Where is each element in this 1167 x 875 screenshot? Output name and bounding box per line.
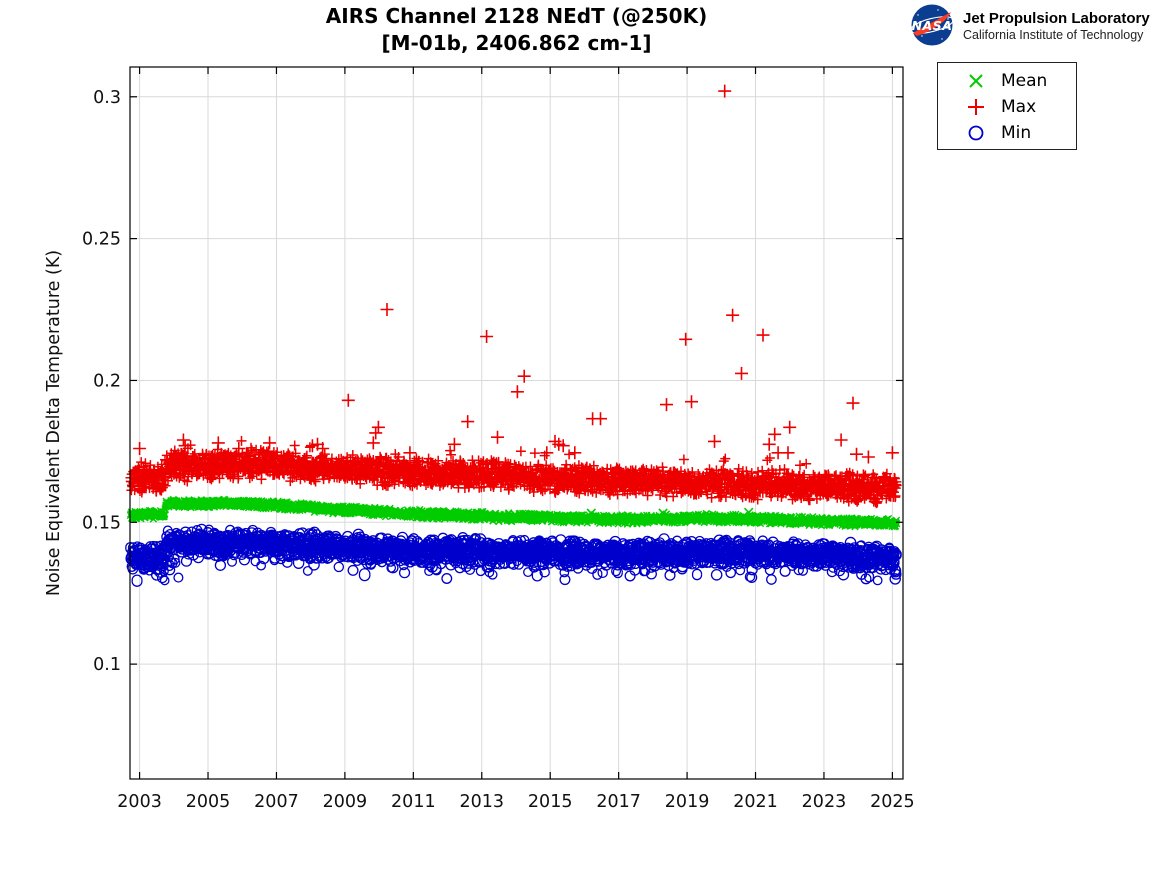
series-mean-outliers <box>586 507 754 518</box>
series-mean-points <box>126 495 901 531</box>
svg-text:2009: 2009 <box>323 792 368 812</box>
legend-label-mean: Mean <box>1001 71 1048 91</box>
org-text: Jet Propulsion Laboratory California Ins… <box>963 10 1150 43</box>
svg-text:2025: 2025 <box>870 792 915 812</box>
svg-text:0.3: 0.3 <box>93 88 121 108</box>
series-min-points <box>125 523 902 587</box>
max-plus-marker-icon <box>968 99 984 115</box>
svg-text:2023: 2023 <box>802 792 847 812</box>
nasa-logo-icon: NASA <box>910 4 954 46</box>
svg-text:0.1: 0.1 <box>93 655 121 675</box>
axes <box>129 66 904 780</box>
svg-text:2003: 2003 <box>117 792 162 812</box>
svg-text:0.2: 0.2 <box>93 371 121 391</box>
mean-x-marker-icon <box>969 74 983 88</box>
legend-row-mean: Mean <box>938 68 1076 94</box>
svg-text:0.15: 0.15 <box>82 513 121 533</box>
svg-text:2017: 2017 <box>596 792 641 812</box>
svg-text:2015: 2015 <box>528 792 573 812</box>
svg-text:2005: 2005 <box>186 792 231 812</box>
x-tick-labels: 2003 2005 2007 2009 2011 2013 2015 2017 2019 2021… <box>117 792 914 812</box>
series-max-outliers <box>133 84 899 464</box>
gridlines <box>130 67 903 779</box>
caltech-name: California Institute of Technology <box>963 27 1144 42</box>
legend-row-max: Max <box>938 94 1076 120</box>
chart-title-line2: [M-01b, 2406.862 cm-1] <box>381 31 652 55</box>
svg-text:2011: 2011 <box>391 792 436 812</box>
legend-label-max: Max <box>1001 97 1037 117</box>
jpl-name: Jet Propulsion Laboratory <box>963 9 1150 27</box>
legend-label-min: Min <box>1001 123 1032 143</box>
svg-text:2021: 2021 <box>733 792 778 812</box>
logo-block: NASA Jet Propulsion Laboratory Californi… <box>908 3 1150 47</box>
svg-text:0.25: 0.25 <box>82 230 121 250</box>
chart-legend: Mean Max Min <box>937 62 1077 150</box>
svg-text:2019: 2019 <box>665 792 710 812</box>
y-tick-labels: 0.1 0.15 0.2 0.25 0.3 <box>82 88 121 675</box>
min-circle-marker-icon <box>968 125 984 141</box>
svg-text:2007: 2007 <box>254 792 299 812</box>
legend-row-min: Min <box>938 120 1076 146</box>
chart-title-line1: AIRS Channel 2128 NEdT (@250K) <box>325 4 708 28</box>
svg-text:2013: 2013 <box>459 792 504 812</box>
nasa-logo-text: NASA <box>912 18 953 33</box>
